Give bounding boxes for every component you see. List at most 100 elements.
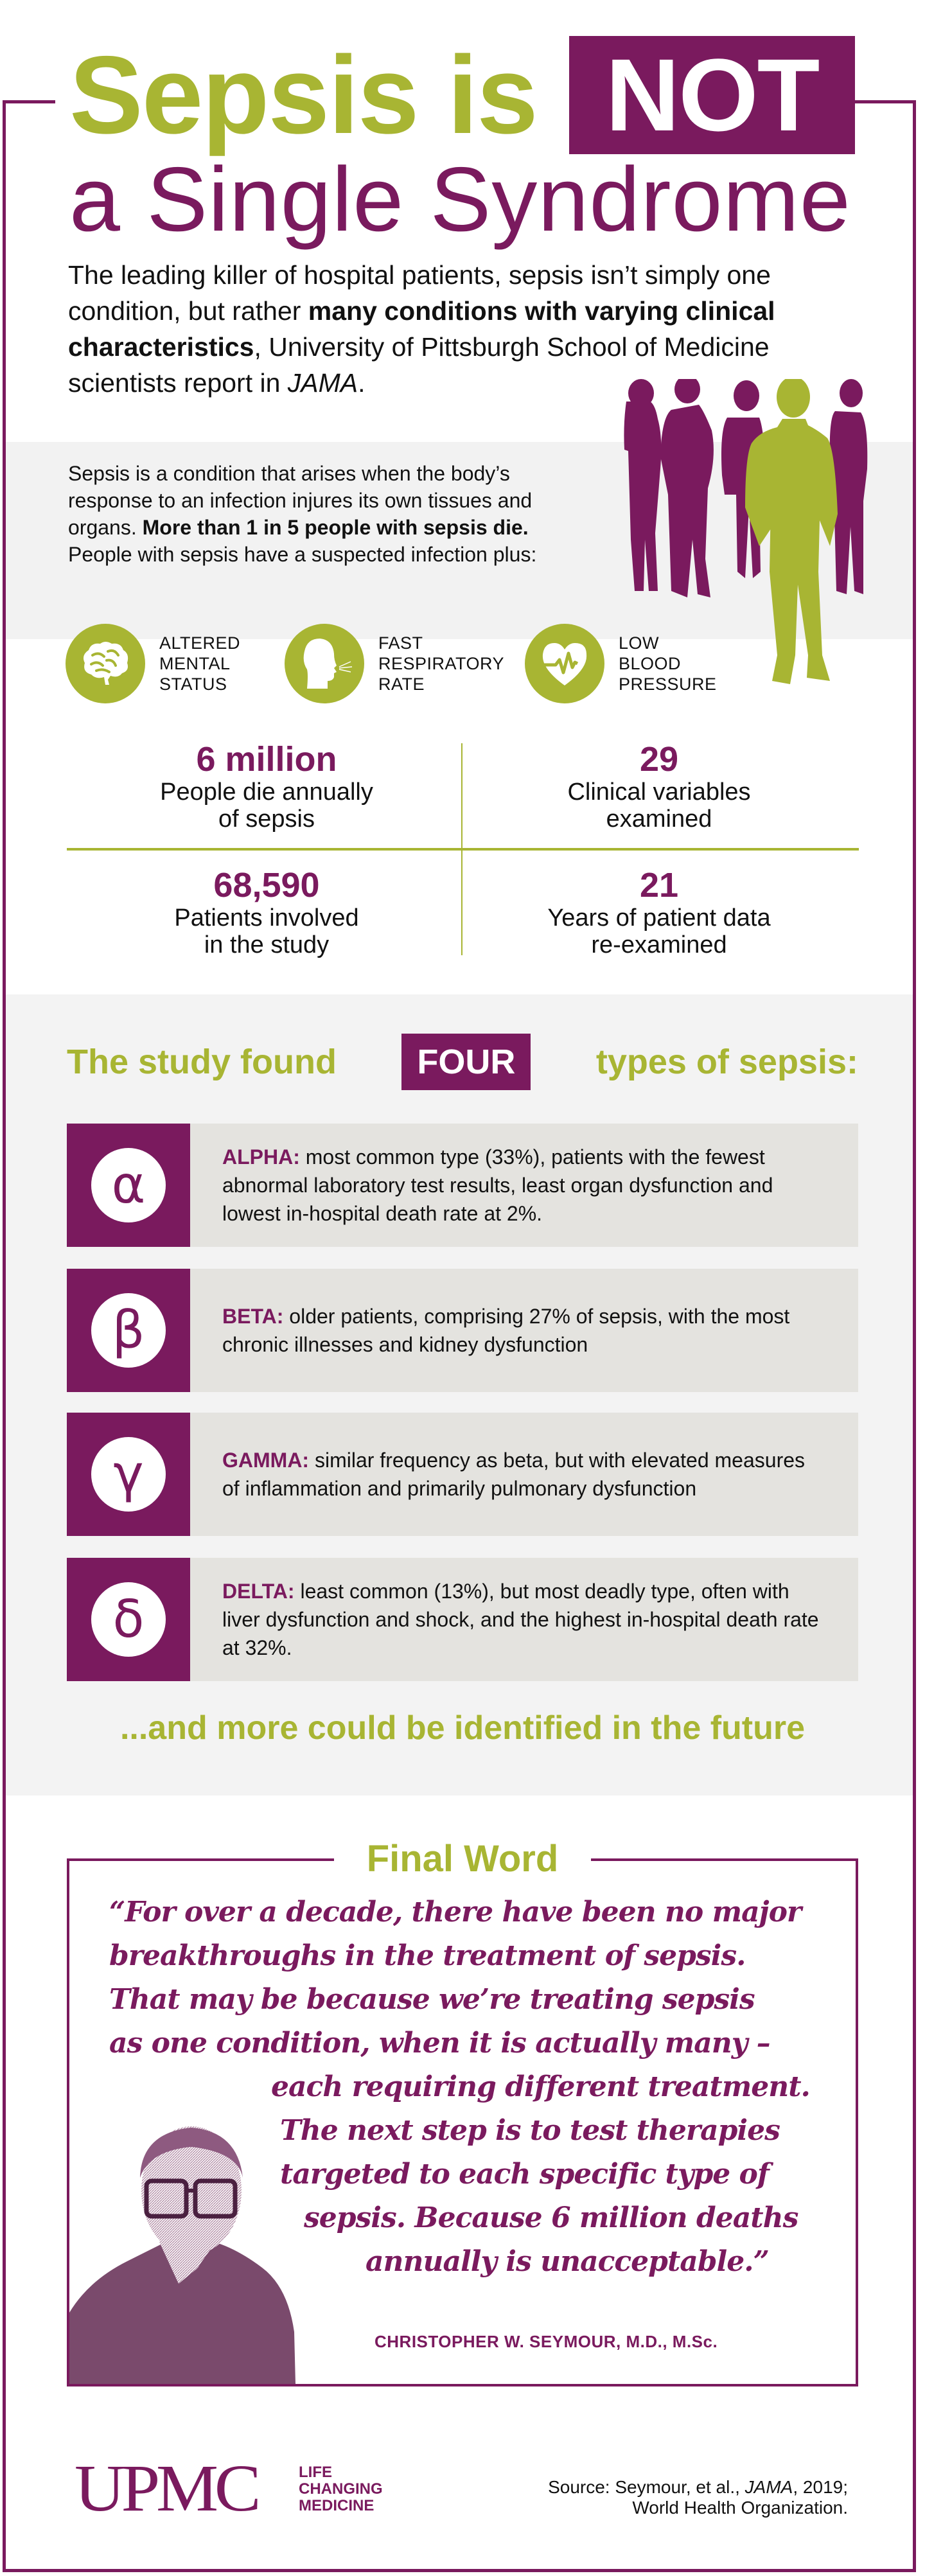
source-text: Source: Seymour, et al.,	[548, 2477, 745, 2497]
title-single-syndrome: a Single Syndrome	[69, 148, 851, 251]
type-name: GAMMA:	[222, 1449, 310, 1472]
label-line: RATE	[378, 674, 425, 694]
stat-value: 6 million	[196, 740, 337, 779]
quote-line: targeted to each specific type of	[280, 2158, 770, 2191]
type-description: BETA: older patients, comprising 27% of …	[190, 1269, 858, 1392]
gamma-symbol-icon: γ	[91, 1437, 166, 1512]
type-desc-text: most common type (33%), patients with th…	[222, 1145, 773, 1225]
source-line-2: World Health Organization.	[632, 2498, 848, 2518]
frame-border-left	[3, 100, 6, 2572]
type-card-delta: δ DELTA: least common (13%), but most de…	[67, 1558, 858, 1681]
stat-value: 21	[639, 866, 679, 904]
quote-line: “For over a decade, there have been no m…	[109, 1896, 802, 1928]
type-card-beta: β BETA: older patients, comprising 27% o…	[67, 1269, 858, 1392]
stat-desc: of sepsis	[218, 806, 315, 833]
stat-value: 29	[639, 740, 679, 779]
types-heading-four-badge: FOUR	[401, 1034, 531, 1090]
more-types-future-note: ...and more could be identified in the f…	[119, 1709, 806, 1747]
final-word-title-wrap: Final Word	[334, 1837, 591, 1881]
tagline-line: CHANGING	[299, 2480, 383, 2498]
source-journal: JAMA	[744, 2477, 793, 2497]
stat-patients: 68,590 Patients involved in the study	[87, 866, 446, 958]
stat-value: 68,590	[213, 866, 320, 904]
type-symbol-block: β	[67, 1269, 190, 1392]
type-symbol-block: γ	[67, 1413, 190, 1536]
definition-bold: More than 1 in 5 people with sepsis die.	[142, 516, 529, 539]
type-name: BETA:	[222, 1305, 284, 1328]
quote-line: sepsis. Because 6 million deaths	[304, 2201, 798, 2234]
stat-deaths: 6 million People die annually of sepsis	[87, 740, 446, 833]
source-line-1: Source: Seymour, et al., JAMA, 2019;	[548, 2477, 848, 2498]
quote-line: each requiring different treatment.	[271, 2070, 811, 2103]
quote-line: annually is unacceptable.”	[366, 2245, 770, 2278]
people-silhouettes-illustration	[624, 379, 868, 684]
intro-journal: JAMA	[287, 368, 358, 398]
source-citation: Source: Seymour, et al., JAMA, 2019; Wor…	[548, 2477, 848, 2518]
stat-desc: in the study	[204, 931, 330, 958]
intro-text-2: , University of Pittsburgh School of Med…	[68, 332, 770, 398]
symptom-fast-respiratory-rate: FAST RESPIRATORY RATE	[285, 623, 504, 703]
type-symbol-block: α	[67, 1124, 190, 1247]
frame-border-bottom	[3, 2569, 916, 2572]
types-heading: The study found FOUR types of sepsis:	[67, 1033, 858, 1091]
portrait-christopher-seymour	[69, 2126, 295, 2384]
symptom-label: FAST RESPIRATORY RATE	[378, 633, 504, 694]
stats-divider-horizontal	[67, 848, 859, 851]
types-heading-pre: The study found	[67, 1043, 337, 1081]
symptom-altered-mental-status: ALTERED MENTAL STATUS	[66, 623, 240, 703]
type-description: GAMMA: similar frequency as beta, but wi…	[190, 1413, 858, 1536]
quote-line: as one condition, when it is actually ma…	[109, 2027, 771, 2060]
title-not-text: NOT	[605, 37, 820, 152]
intro-bold: many conditions with varying clinical ch…	[68, 296, 775, 362]
title-sepsis-is: Sepsis is	[69, 33, 538, 157]
symptom-low-blood-pressure: LOW BLOOD PRESSURE	[525, 623, 717, 703]
label-line: PRESSURE	[619, 674, 717, 694]
intro-paragraph: The leading killer of hospital patients,…	[68, 257, 865, 401]
type-name: ALPHA:	[222, 1145, 300, 1169]
type-card-gamma: γ GAMMA: similar frequency as beta, but …	[67, 1413, 858, 1536]
type-desc-text: older patients, comprising 27% of sepsis…	[222, 1305, 790, 1356]
type-desc-text: similar frequency as beta, but with elev…	[222, 1449, 806, 1500]
brain-icon	[66, 623, 145, 703]
tagline-line: MEDICINE	[299, 2497, 374, 2514]
type-card-alpha: α ALPHA: most common type (33%), patient…	[67, 1124, 858, 1247]
frame-border-right	[913, 100, 916, 2572]
intro-text-1: The leading killer of hospital patients,…	[68, 260, 771, 326]
types-heading-post: types of sepsis:	[595, 1043, 858, 1081]
label-line: MENTAL	[159, 653, 231, 673]
title-not-badge: NOT	[569, 36, 855, 154]
label-line: STATUS	[159, 674, 227, 694]
alpha-symbol-icon: α	[91, 1148, 166, 1222]
label-line: BLOOD	[619, 653, 682, 673]
label-line: ALTERED	[159, 633, 241, 653]
final-word-title: Final Word	[366, 1838, 559, 1880]
symptom-label: LOW BLOOD PRESSURE	[619, 633, 717, 694]
delta-symbol-icon: δ	[91, 1582, 166, 1657]
stat-clinical-variables: 29 Clinical variables examined	[479, 740, 839, 833]
frame-border-top-right	[855, 100, 916, 103]
stat-desc: examined	[606, 806, 712, 833]
stat-desc: People die annually	[160, 779, 373, 806]
beta-symbol-icon: β	[91, 1293, 166, 1368]
stat-desc: Patients involved	[174, 904, 359, 931]
type-symbol-block: δ	[67, 1558, 190, 1681]
type-desc-text: least common (13%), but most deadly type…	[222, 1580, 819, 1659]
upmc-tagline: LIFE CHANGING MEDICINE	[299, 2464, 383, 2514]
stat-years: 21 Years of patient data re-examined	[479, 866, 839, 958]
label-line: RESPIRATORY	[378, 653, 505, 673]
source-text: , 2019;	[793, 2477, 848, 2497]
stat-desc: Clinical variables	[567, 779, 751, 806]
quote-attribution: CHRISTOPHER W. SEYMOUR, M.D., M.Sc.	[374, 2332, 718, 2351]
heart-pulse-icon	[525, 623, 604, 703]
label-line: LOW	[619, 633, 660, 653]
stat-desc: re-examined	[591, 931, 727, 958]
quote-line: That may be because we’re treating sepsi…	[109, 1983, 755, 2016]
type-description: DELTA: least common (13%), but most dead…	[190, 1558, 858, 1681]
definition-paragraph: Sepsis is a condition that arises when t…	[68, 460, 556, 568]
upmc-logo: UPMC	[75, 2451, 261, 2525]
definition-text-2: People with sepsis have a suspected infe…	[68, 543, 537, 566]
stat-desc: Years of patient data	[547, 904, 771, 931]
tagline-line: LIFE	[299, 2464, 332, 2481]
type-name: DELTA:	[222, 1580, 295, 1603]
quote-line: The next step is to test therapies	[280, 2114, 780, 2147]
